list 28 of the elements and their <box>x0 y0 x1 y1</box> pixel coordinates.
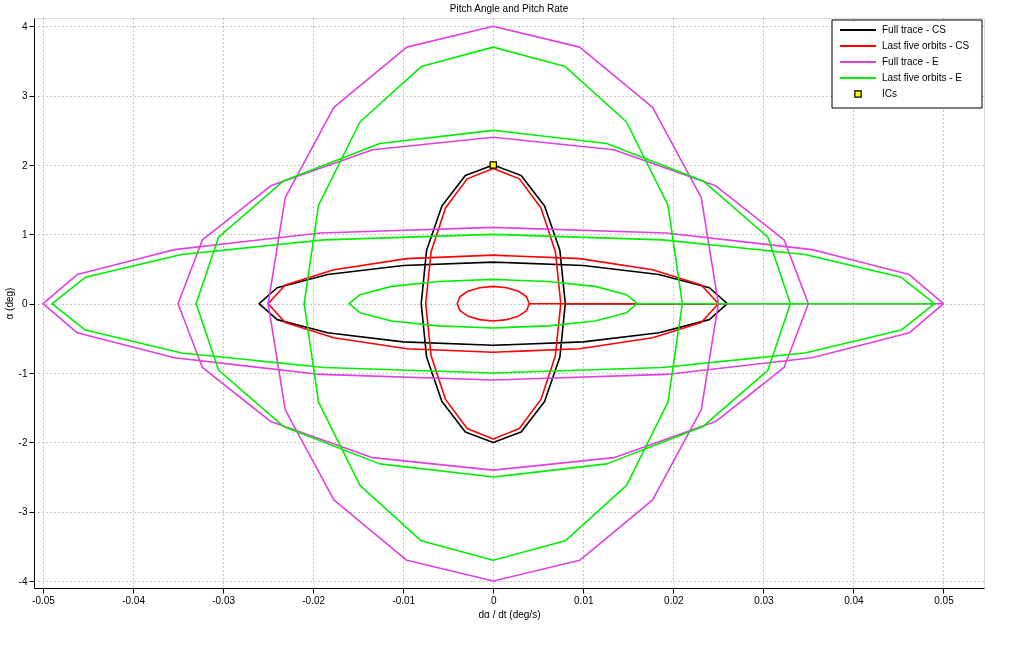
x-axis-title: dα / dt (deg/s) <box>478 608 541 620</box>
legend-label: Full trace - E <box>882 56 940 67</box>
x-tick-label: -0.03 <box>212 594 236 606</box>
y-tick-label: -3 <box>18 506 28 518</box>
y-tick-label: 4 <box>21 20 28 32</box>
legend-label: ICs <box>882 88 897 99</box>
legend-label: Last five orbits - E <box>882 72 963 83</box>
x-tick-label: 0.05 <box>934 594 955 606</box>
y-tick-label: -2 <box>18 436 28 448</box>
legend-label: Last five orbits - CS <box>882 40 970 51</box>
y-tick-label: 0 <box>21 298 28 310</box>
x-tick-label: 0.04 <box>844 594 865 606</box>
x-tick-label: -0.02 <box>302 594 326 606</box>
y-tick-label: 3 <box>21 90 28 102</box>
x-tick-label: -0.04 <box>122 594 146 606</box>
x-tick-label: 0.01 <box>574 594 594 606</box>
y-axis-title: α (deg) <box>3 287 15 320</box>
x-tick-label: 0.03 <box>754 594 775 606</box>
chart-title: Pitch Angle and Pitch Rate <box>449 3 569 14</box>
y-tick-label: 1 <box>21 228 28 240</box>
y-tick-label: -4 <box>18 575 28 587</box>
legend-label: Full trace - CS <box>882 24 947 35</box>
x-tick-label: -0.05 <box>32 594 56 606</box>
x-tick-label: -0.01 <box>392 594 416 606</box>
x-tick-label: 0 <box>490 594 497 606</box>
x-tick-label: 0.02 <box>664 594 684 606</box>
y-tick-label: 2 <box>21 159 28 171</box>
y-tick-label: -1 <box>18 367 28 379</box>
